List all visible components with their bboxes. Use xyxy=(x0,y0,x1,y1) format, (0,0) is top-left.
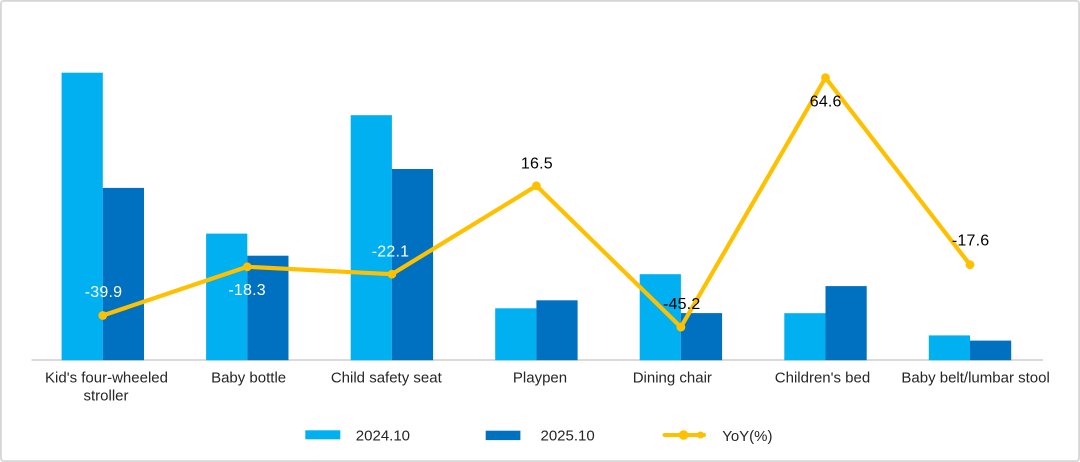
svg-text:Baby belt/lumbar stool: Baby belt/lumbar stool xyxy=(901,370,1049,387)
svg-text:Baby bottle: Baby bottle xyxy=(211,370,286,387)
svg-text:2024.10: 2024.10 xyxy=(356,427,410,444)
svg-text:Kid's four-wheeled: Kid's four-wheeled xyxy=(45,370,168,387)
svg-text:-18.3: -18.3 xyxy=(228,282,265,299)
svg-text:-17.6: -17.6 xyxy=(952,233,989,250)
svg-text:-45.2: -45.2 xyxy=(663,296,700,313)
svg-text:-39.9: -39.9 xyxy=(85,284,122,301)
svg-text:64.6: 64.6 xyxy=(810,94,842,111)
svg-text:stroller: stroller xyxy=(83,388,128,405)
svg-text:-22.1: -22.1 xyxy=(372,244,409,261)
svg-text:2025.10: 2025.10 xyxy=(541,427,595,444)
svg-text:Dining chair: Dining chair xyxy=(633,370,712,387)
svg-text:Child safety seat: Child safety seat xyxy=(331,370,443,387)
svg-text:YoY(%): YoY(%) xyxy=(722,428,772,445)
svg-text:Children's bed: Children's bed xyxy=(775,370,870,387)
svg-text:16.5: 16.5 xyxy=(521,156,553,173)
svg-text:Playpen: Playpen xyxy=(513,370,567,387)
